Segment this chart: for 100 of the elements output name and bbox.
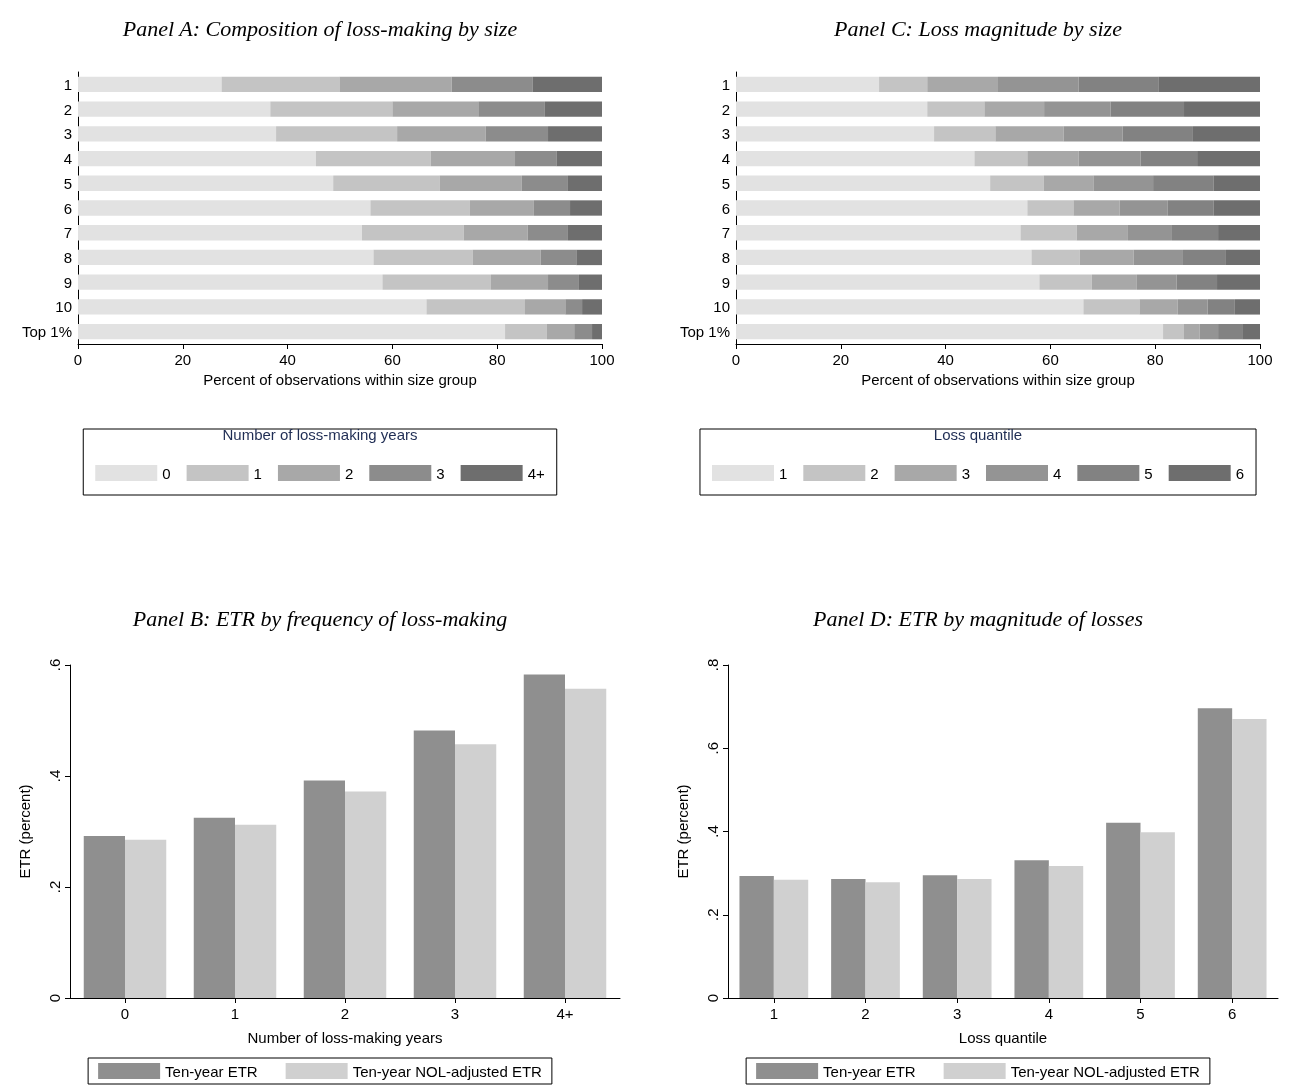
- bar: [478, 101, 545, 117]
- bar: [1073, 200, 1120, 216]
- bar: [533, 200, 571, 216]
- bar: [736, 323, 1164, 340]
- x-tick-label: 1: [769, 1005, 779, 1022]
- bar: [927, 76, 998, 93]
- bar: [1139, 299, 1178, 315]
- bar: [1048, 866, 1084, 998]
- x-tick-label: 20: [174, 351, 192, 368]
- bar: [1197, 708, 1233, 998]
- bar: [1079, 249, 1134, 266]
- y-tick-label: Top 1%: [21, 323, 72, 341]
- bar: [221, 76, 340, 93]
- bar: [521, 175, 568, 191]
- y-tick-label: 7: [721, 224, 730, 242]
- bar: [927, 101, 985, 117]
- bar: [1153, 175, 1214, 191]
- y-tick-label: 10: [713, 298, 730, 316]
- y-tick-label: 9: [721, 273, 730, 291]
- bar: [995, 126, 1064, 142]
- x-axis-title: Percent of observations within size group: [861, 371, 1135, 388]
- bar: [469, 200, 534, 216]
- y-axis-title: ETR (percent): [674, 784, 691, 879]
- y-tick-label: .4: [46, 769, 63, 783]
- legend-label: 2: [344, 464, 354, 482]
- bar: [78, 150, 316, 167]
- legend-label: 3: [436, 464, 445, 482]
- bar: [78, 274, 383, 290]
- y-tick-label: 0: [46, 993, 63, 1003]
- legend-label: Ten-year NOL-adjusted ETR: [352, 1062, 543, 1080]
- legend-label: Ten-year ETR: [823, 1062, 916, 1080]
- y-tick-label: 4: [721, 150, 730, 168]
- bar: [1119, 200, 1168, 216]
- bar: [1039, 274, 1092, 290]
- bar: [1078, 76, 1159, 93]
- y-tick-label: .2: [46, 880, 63, 894]
- bar: [565, 299, 583, 315]
- bar: [78, 249, 374, 266]
- x-axis-title: Percent of observations within size group: [203, 371, 477, 388]
- x-tick-label: 1: [230, 1005, 240, 1022]
- bar: [1192, 126, 1260, 142]
- bar: [1043, 175, 1094, 191]
- y-tick-label: .8: [704, 658, 721, 672]
- bar: [736, 299, 1084, 315]
- legend-label: Ten-year ETR: [165, 1062, 258, 1080]
- bar: [1184, 101, 1260, 117]
- bar: [1063, 126, 1123, 142]
- x-tick-label: 80: [1146, 351, 1164, 368]
- bar: [1127, 225, 1172, 241]
- x-tick-label: 3: [450, 1005, 460, 1022]
- bar: [505, 323, 547, 340]
- bar: [1225, 249, 1260, 266]
- bar: [1182, 249, 1226, 266]
- bar: [1197, 150, 1260, 167]
- bar: [1242, 323, 1260, 340]
- bar: [78, 175, 334, 191]
- y-tick-label: 5: [721, 174, 730, 192]
- bar: [736, 126, 935, 142]
- bar: [303, 780, 345, 998]
- bar: [532, 76, 602, 93]
- bar: [1078, 150, 1141, 167]
- y-tick-label: 7: [63, 224, 72, 242]
- legend-label: 4: [1053, 464, 1062, 482]
- legend-label: Ten-year NOL-adjusted ETR: [1010, 1062, 1201, 1080]
- y-tick-label: 6: [721, 199, 730, 217]
- bar: [576, 249, 602, 266]
- bar: [567, 175, 602, 191]
- bar: [1133, 249, 1183, 266]
- legend-label: 6: [1235, 464, 1245, 482]
- bar: [1177, 299, 1208, 315]
- bar: [125, 839, 167, 998]
- bar: [934, 126, 996, 142]
- bar: [736, 175, 991, 191]
- y-tick-label: 0: [704, 993, 721, 1003]
- bar: [397, 126, 486, 142]
- bar: [333, 175, 440, 191]
- bar: [1171, 225, 1219, 241]
- bar: [1106, 822, 1141, 998]
- x-tick-label: 6: [1227, 1005, 1237, 1022]
- x-tick-label: 40: [279, 351, 296, 368]
- bar: [1031, 249, 1080, 266]
- bar: [865, 882, 900, 998]
- bar: [463, 225, 528, 241]
- legend-label: 4+: [527, 464, 545, 482]
- bar: [582, 299, 602, 315]
- bar: [1218, 225, 1260, 241]
- bar: [1110, 101, 1185, 117]
- bar: [1122, 126, 1193, 142]
- bar: [455, 744, 497, 998]
- x-tick-label: 2: [861, 1005, 870, 1022]
- y-tick-label: .4: [704, 825, 721, 838]
- chart-title: Panel A: Composition of loss-making by size: [121, 15, 518, 41]
- bar: [1218, 323, 1243, 340]
- bar: [1140, 150, 1198, 167]
- y-tick-label: 10: [55, 298, 72, 316]
- bar: [736, 101, 928, 117]
- y-tick-label: 6: [63, 199, 72, 217]
- bar: [922, 875, 958, 998]
- bar: [1093, 175, 1154, 191]
- y-tick-label: 1: [63, 75, 72, 93]
